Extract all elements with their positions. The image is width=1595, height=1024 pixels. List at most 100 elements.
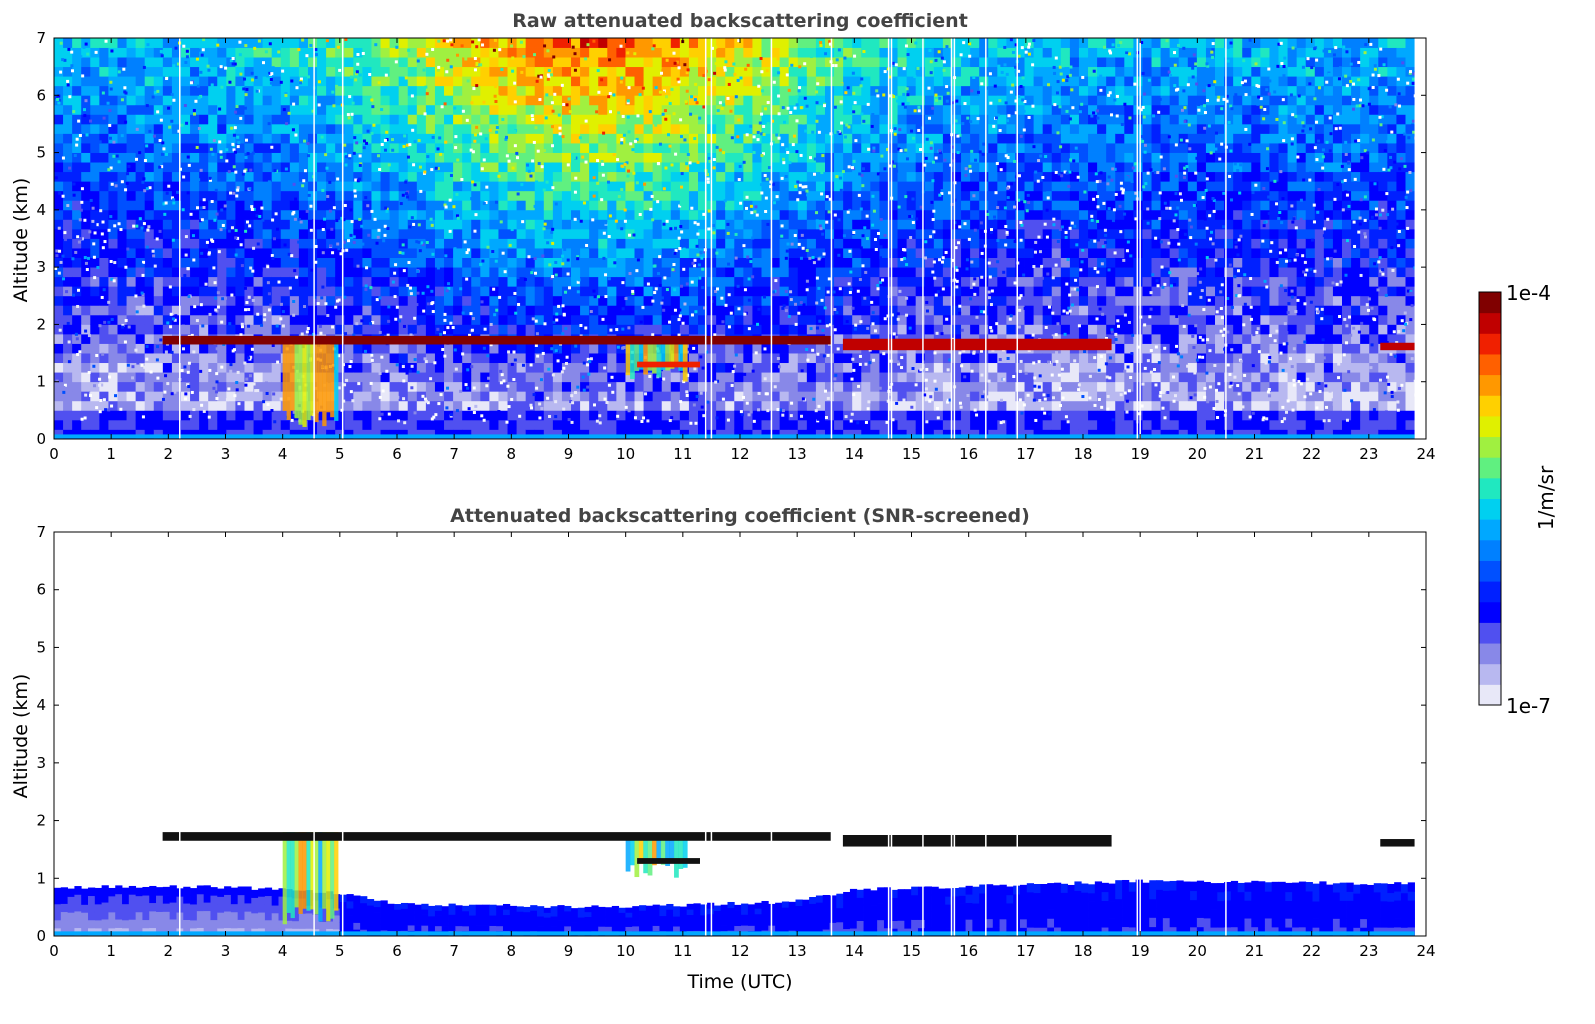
backscatter-cell [725,353,735,364]
backscatter-cell [63,104,73,115]
backscatter-cell [126,133,137,144]
backscatter-cell [271,181,282,192]
backscatter-cell [652,181,663,192]
backscatter-cell [1006,38,1016,48]
backscatter-cell [289,85,300,96]
backscatter-cell [879,104,889,115]
backscatter-cell [434,171,445,182]
backscatter-cell [190,381,200,392]
backscatter-cell [1015,286,1025,297]
backscatter-cell [226,400,236,411]
backscatter-cell [117,76,127,87]
backscatter-cell [171,267,182,278]
backscatter-cell [815,381,826,392]
backscatter-cell [199,104,209,115]
backscatter-cell [834,333,844,344]
backscatter-cell [371,429,381,439]
backscatter-cell [81,57,91,68]
backscatter-cell [652,419,663,430]
backscatter-cell [362,171,372,182]
backscatter-cell [434,114,445,125]
backscatter-cell [942,324,953,335]
backscatter-cell [961,324,971,335]
backscatter-cell [661,219,672,230]
backscatter-cell [525,257,536,268]
backscatter-cell [371,152,381,163]
backscatter-cell [425,76,436,87]
backscatter-cell [1106,171,1116,182]
backscatter-cell [815,190,826,201]
backscatter-cell [852,190,862,201]
backscatter-cell [471,362,481,373]
backscatter-cell [561,410,572,421]
backscatter-cell [933,143,944,153]
backscatter-cell [516,190,527,201]
backscatter-cell [280,114,291,125]
backscatter-cell [253,353,264,364]
backscatter-cell [516,267,527,278]
backscatter-cell [924,38,935,48]
backscatter-cell [589,152,599,163]
backscatter-cell [779,38,790,48]
backscatter-cell [171,200,182,211]
backscatter-cell [371,190,381,201]
backscatter-cell [162,324,173,335]
backscatter-cell [933,123,944,134]
backscatter-cell [997,219,1007,230]
backscatter-cell [235,123,245,134]
backscatter-cell [1078,410,1089,421]
backscatter-cell [843,209,853,220]
backscatter-cell [616,305,626,316]
backscatter-cell [915,400,926,411]
backscatter-cell [861,238,871,249]
backscatter-cell [135,228,146,239]
backscatter-cell [716,38,726,48]
backscatter-cell [1097,267,1107,278]
backscatter-cell [362,238,372,249]
backscatter-cell [797,419,808,430]
backscatter-cell [72,104,82,115]
backscatter-cell [425,85,436,96]
backscatter-cell [471,123,481,134]
backscatter-cell [743,419,753,430]
backscatter-cell [81,324,91,335]
backscatter-cell [1078,104,1089,115]
backscatter-cell [99,343,109,354]
backscatter-cell [643,152,654,163]
backscatter-cell [326,286,336,297]
backscatter-cell [135,238,146,249]
backscatter-cell [190,143,200,153]
backscatter-cell [861,143,871,153]
backscatter-cell [561,228,572,239]
backscatter-cell [371,171,381,182]
backscatter-cell [734,38,744,48]
backscatter-cell [298,228,309,239]
backscatter-cell [643,209,654,220]
backscatter-cell [99,276,109,287]
backscatter-cell [852,200,862,211]
backscatter-cell [634,305,644,316]
backscatter-cell [752,400,762,411]
backscatter-cell [90,267,100,278]
backscatter-cell [552,391,563,402]
backscatter-cell [997,114,1007,125]
backscatter-cell [561,362,572,373]
backscatter-cell [806,133,817,144]
backscatter-cell [226,238,236,249]
backscatter-cell [416,324,427,335]
backscatter-cell [244,76,254,87]
backscatter-cell [72,429,82,439]
backscatter-cell [571,362,581,373]
backscatter-cell [716,181,726,192]
backscatter-cell [661,248,672,258]
backscatter-cell [54,181,64,192]
backscatter-cell [153,66,164,77]
backscatter-cell [580,143,590,153]
backscatter-cell [1106,76,1116,87]
backscatter-cell [480,381,490,392]
backscatter-cell [126,228,137,239]
backscatter-cell [425,248,436,258]
backscatter-cell [543,305,554,316]
backscatter-cell [725,410,735,421]
backscatter-cell [407,143,418,153]
